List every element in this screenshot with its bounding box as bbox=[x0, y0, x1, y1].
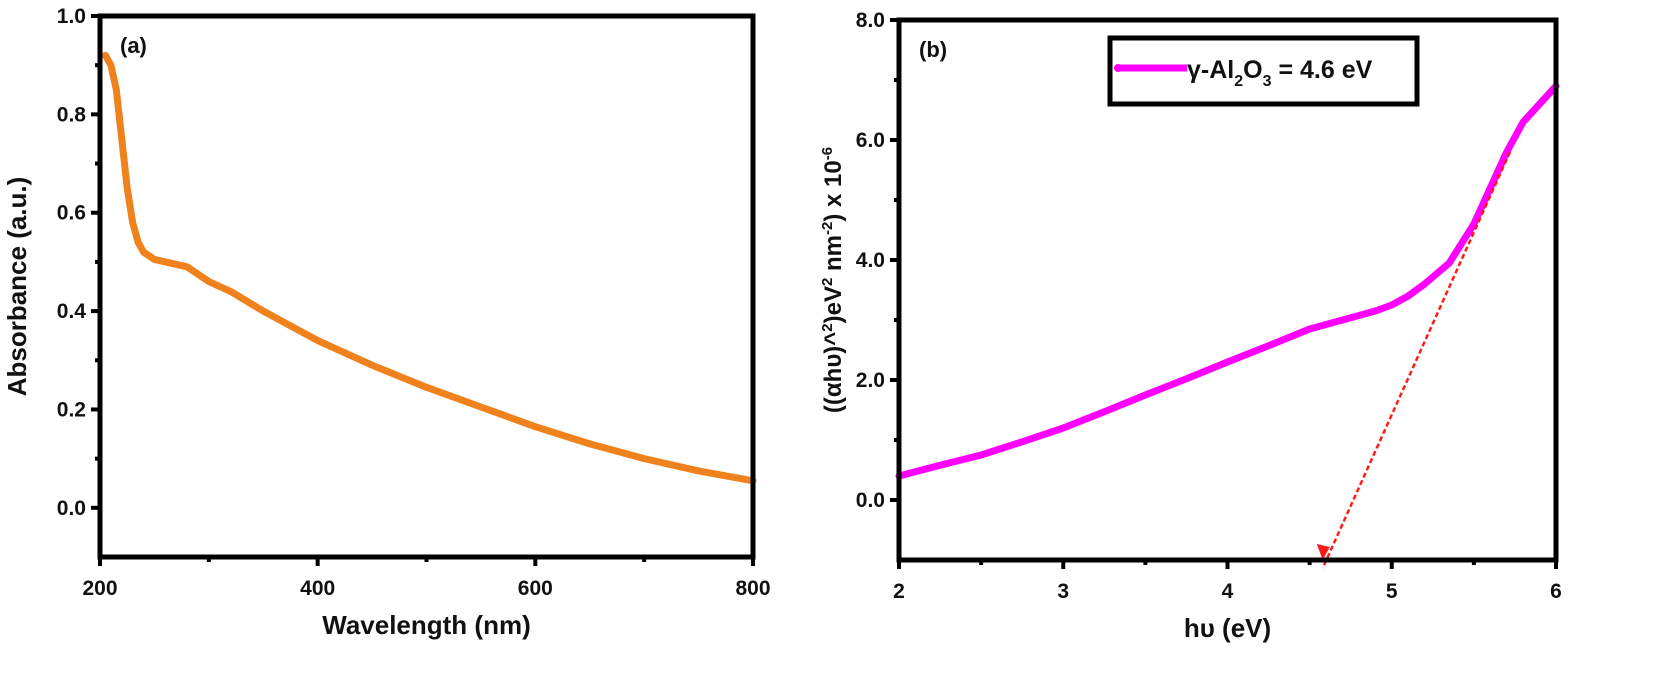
data-point bbox=[424, 384, 429, 390]
x-axis-label: hυ (eV) bbox=[1184, 613, 1271, 643]
y-tick-label: 0.6 bbox=[57, 202, 86, 225]
legend-text: γ-Al bbox=[1187, 56, 1234, 84]
data-point bbox=[1446, 260, 1452, 266]
data-point bbox=[141, 249, 147, 255]
y-label-superscript: -2 bbox=[819, 222, 836, 235]
y-axis-label: Absorbance (a.u.) bbox=[2, 177, 32, 397]
data-point bbox=[696, 468, 702, 474]
y-label-superscript: 2 bbox=[819, 323, 836, 331]
data-point bbox=[1405, 293, 1411, 299]
y-tick-label: 0.0 bbox=[856, 489, 885, 512]
x-tick-label: 3 bbox=[1057, 580, 1069, 603]
y-tick-label: 0.0 bbox=[57, 497, 86, 520]
data-point bbox=[587, 441, 593, 447]
data-point bbox=[1537, 101, 1543, 107]
data-point bbox=[315, 338, 321, 344]
data-series-line bbox=[101, 51, 757, 485]
y-tick-label: 4.0 bbox=[856, 249, 885, 272]
data-point bbox=[1101, 409, 1107, 415]
data-point bbox=[102, 52, 108, 58]
y-tick-label: 2.0 bbox=[856, 369, 885, 392]
legend-box bbox=[1107, 35, 1420, 107]
data-point bbox=[184, 264, 190, 270]
y-tick-label: 0.8 bbox=[57, 103, 87, 126]
legend-text: O bbox=[1243, 56, 1262, 84]
data-point bbox=[228, 288, 234, 294]
panel-b: 2 3 4 5 60.02.04.06.08.0(b)hυ (eV)((αhυ)^2)e… bbox=[819, 9, 1562, 643]
data-point bbox=[478, 404, 484, 410]
x-tick-label: 6 bbox=[1550, 580, 1562, 603]
x-tick-label: 800 bbox=[735, 577, 770, 600]
data-point bbox=[1422, 281, 1428, 287]
data-point bbox=[119, 136, 125, 142]
data-point bbox=[1019, 439, 1025, 445]
data-point bbox=[532, 424, 538, 430]
data-point bbox=[1225, 359, 1230, 365]
y-tick-label: 8.0 bbox=[856, 9, 885, 32]
y-label-part: ) x 10 bbox=[820, 160, 847, 221]
tangent-line bbox=[1321, 151, 1512, 569]
data-point bbox=[130, 220, 136, 226]
legend-label: γ-Al2O3 = 4.6 eV bbox=[1187, 56, 1373, 90]
panel-a: 200 400 600 800 0.0 0.2 0.4 0.6 0.8 1.0 (a) Wavelen… bbox=[2, 5, 771, 640]
y-label-superscript: -6 bbox=[819, 147, 836, 160]
y-label-superscript: 2 bbox=[819, 278, 836, 286]
data-point bbox=[113, 87, 119, 93]
data-point bbox=[1520, 119, 1526, 125]
data-point bbox=[1372, 308, 1378, 314]
data-point bbox=[978, 452, 984, 458]
data-point bbox=[1307, 326, 1313, 332]
y-tick-label: 0.4 bbox=[57, 300, 87, 323]
data-point bbox=[1266, 343, 1272, 349]
panel-label: (a) bbox=[120, 33, 147, 58]
data-point bbox=[1504, 149, 1510, 155]
data-point bbox=[937, 462, 943, 468]
data-point bbox=[641, 456, 647, 462]
panel-label: (b) bbox=[919, 37, 947, 62]
data-point bbox=[151, 256, 157, 262]
data-point bbox=[135, 239, 141, 245]
y-tick-label: 0.2 bbox=[57, 398, 86, 421]
y-label-part: )eV bbox=[820, 286, 847, 323]
x-tick-label: 2 bbox=[893, 580, 905, 603]
y-tick-label: 6.0 bbox=[856, 129, 885, 152]
data-point bbox=[124, 185, 130, 191]
data-point bbox=[1487, 185, 1493, 191]
data-point bbox=[1471, 221, 1477, 227]
x-tick-label: 200 bbox=[82, 577, 117, 600]
data-point bbox=[1183, 376, 1189, 382]
data-point bbox=[369, 362, 375, 368]
legend-text: = 4.6 eV bbox=[1272, 56, 1373, 84]
legend-swatch-marker bbox=[1114, 64, 1122, 72]
plot-frame bbox=[97, 13, 756, 560]
data-point bbox=[1389, 302, 1395, 308]
y-label-part: ((αhυ)^ bbox=[820, 332, 847, 413]
data-point bbox=[206, 279, 212, 285]
data-series-line bbox=[895, 82, 1560, 480]
data-point bbox=[1339, 317, 1345, 323]
data-point bbox=[1060, 425, 1066, 431]
y-tick-label: 1.0 bbox=[57, 5, 86, 28]
x-tick-label: 5 bbox=[1386, 580, 1398, 603]
y-axis-label: ((αhυ)^2)eV2 nm-2) x 10-6 bbox=[819, 147, 847, 413]
x-tick-label: 600 bbox=[518, 577, 553, 600]
legend-subscript: 3 bbox=[1263, 73, 1272, 90]
tangent-arrowhead bbox=[1316, 544, 1330, 560]
legend-subscript: 2 bbox=[1234, 73, 1243, 90]
x-tick-label: 400 bbox=[300, 577, 335, 600]
data-point bbox=[1142, 392, 1148, 398]
x-tick-label: 4 bbox=[1222, 580, 1234, 603]
data-point bbox=[260, 308, 266, 314]
x-axis-label: Wavelength (nm) bbox=[322, 610, 530, 640]
data-point bbox=[108, 62, 114, 68]
y-label-part: nm bbox=[820, 235, 847, 278]
data-point bbox=[162, 259, 168, 265]
